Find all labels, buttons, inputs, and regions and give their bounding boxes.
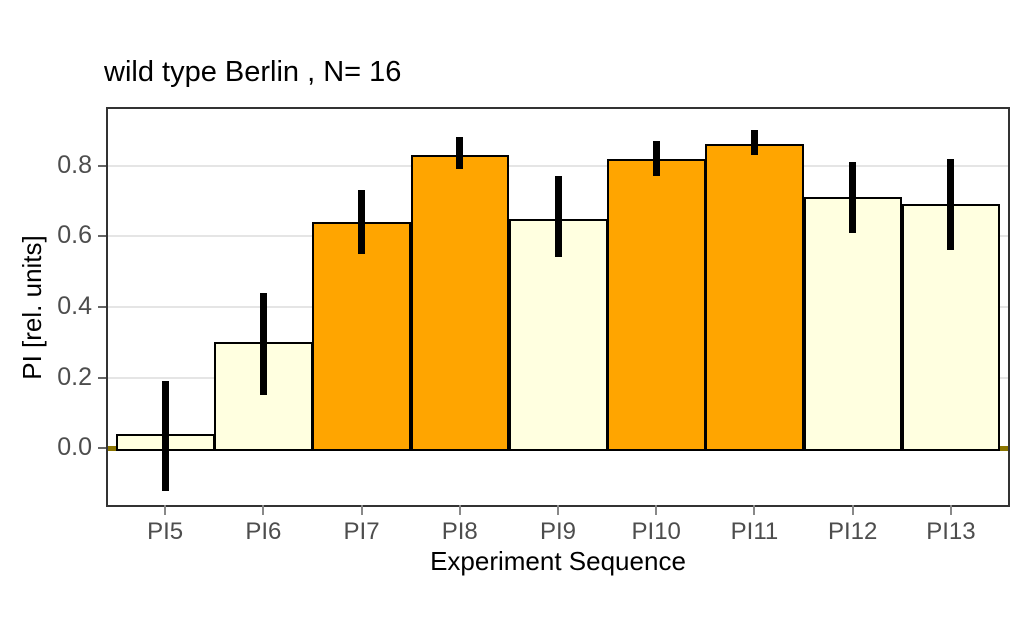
- y-tick-label: 0.2: [57, 362, 92, 391]
- chart-title: wild type Berlin , N= 16: [104, 56, 402, 88]
- y-tick-label: 0.4: [57, 292, 92, 320]
- y-tick-label: 0.6: [57, 221, 92, 250]
- x-tick-mark: [949, 505, 952, 515]
- error-bar-PI8: [456, 137, 464, 170]
- error-bar-PI12: [849, 162, 857, 233]
- bar-PI7: [312, 222, 412, 451]
- error-bar-PI7: [358, 190, 366, 254]
- x-tick-label-PI6: PI6: [245, 518, 282, 545]
- x-tick-label-PI7: PI7: [343, 518, 380, 545]
- bar-PI12: [803, 197, 903, 451]
- error-bar-PI6: [259, 292, 267, 396]
- x-tick-label-PI12: PI12: [827, 518, 878, 545]
- x-axis-title: Experiment Sequence: [430, 546, 686, 576]
- plot-panel: [98, 107, 1010, 515]
- x-tick-mark: [851, 505, 854, 515]
- y-tick-label: 0.0: [57, 433, 92, 462]
- error-bar-PI11: [750, 130, 758, 155]
- error-bar-PI5: [161, 381, 169, 491]
- y-tick-mark: [98, 235, 106, 238]
- x-tick-mark: [164, 505, 167, 515]
- x-tick-label-PI8: PI8: [441, 518, 478, 545]
- bar-PI11: [705, 144, 805, 451]
- x-tick-label-PI13: PI13: [926, 518, 976, 545]
- y-tick-mark: [98, 447, 106, 450]
- bar-PI10: [607, 158, 706, 451]
- x-tick-mark: [655, 505, 658, 515]
- y-tick-mark: [98, 376, 106, 379]
- error-bar-PI10: [652, 140, 660, 177]
- x-tick-mark: [360, 505, 363, 515]
- x-tick-mark: [557, 505, 559, 515]
- y-tick-mark: [98, 306, 106, 308]
- error-bar-PI13: [947, 158, 955, 251]
- major-gridline: [108, 164, 1008, 167]
- x-tick-label-PI5: PI5: [147, 518, 184, 545]
- y-tick-label: 0.8: [57, 150, 92, 179]
- x-tick-mark: [262, 505, 265, 515]
- x-tick-label-PI9: PI9: [539, 518, 577, 545]
- error-bar-PI9: [554, 176, 562, 258]
- x-tick-mark: [753, 505, 756, 515]
- x-tick-label-PI10: PI10: [631, 518, 681, 545]
- bar-PI8: [410, 154, 510, 451]
- y-tick-mark: [98, 164, 106, 167]
- x-tick-mark: [458, 505, 461, 515]
- x-tick-label-PI11: PI11: [730, 518, 779, 545]
